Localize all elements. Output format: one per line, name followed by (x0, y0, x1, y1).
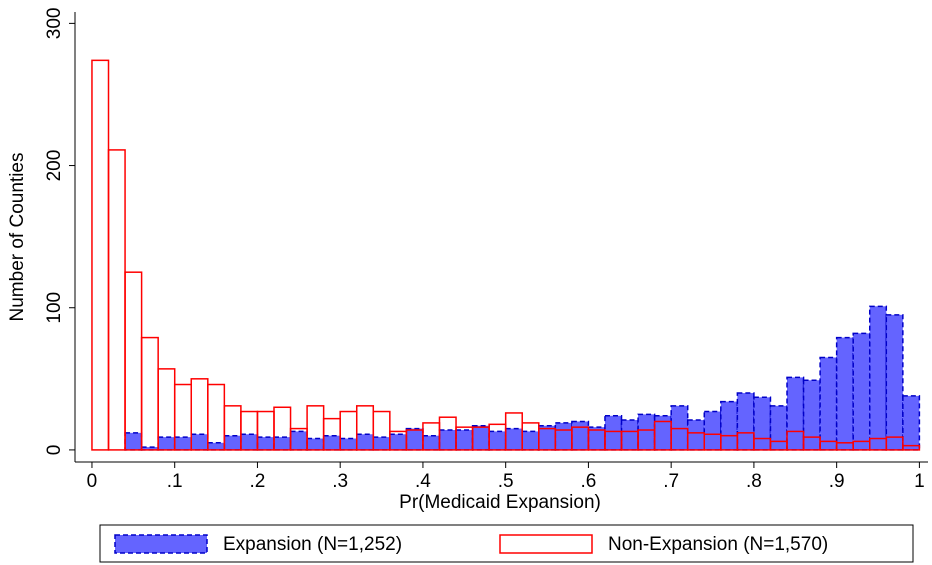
bar (107, 149, 126, 451)
bar (256, 436, 275, 451)
bar (438, 429, 457, 451)
bar (339, 437, 358, 451)
bar (736, 392, 755, 451)
x-tick-label: .3 (332, 471, 348, 492)
bar (289, 430, 308, 451)
x-tick-label: .4 (415, 471, 431, 492)
x-tick-label: .6 (580, 471, 596, 492)
bar (620, 419, 639, 451)
bar (819, 356, 838, 451)
bar (504, 427, 523, 451)
x-tick-label: .8 (746, 471, 762, 492)
x-axis-label: Pr(Medicaid Expansion) (399, 492, 601, 513)
x-tick-label: .5 (498, 471, 514, 492)
x-tick-label: .2 (250, 471, 266, 492)
bar (140, 336, 159, 451)
bar (720, 400, 739, 451)
legend-label: Expansion (N=1,252) (223, 534, 402, 555)
x-tick-label: .1 (167, 471, 183, 492)
y-tick-label: 100 (44, 292, 65, 324)
bar (554, 422, 573, 451)
bar (422, 434, 441, 451)
y-tick-label: 300 (44, 8, 65, 40)
x-tick-label: .7 (663, 471, 679, 492)
bar (852, 332, 871, 451)
bar (753, 396, 772, 451)
bar (455, 429, 474, 451)
bar (885, 314, 904, 451)
bar (769, 405, 788, 451)
bar (604, 415, 623, 451)
y-axis-label: Number of Counties (7, 153, 28, 322)
y-tick-label: 0 (44, 445, 65, 456)
x-tick-label: 1 (914, 471, 925, 492)
legend-swatch (499, 534, 593, 554)
bar (637, 413, 656, 451)
bar (157, 436, 176, 451)
bar (207, 442, 226, 451)
bar (835, 336, 854, 451)
bar (173, 436, 193, 451)
bar (355, 433, 375, 451)
bar (207, 383, 226, 451)
y-tick-label: 200 (44, 150, 65, 182)
bar (571, 420, 590, 451)
bar (389, 433, 408, 451)
bar (223, 434, 242, 451)
bar (902, 395, 921, 451)
bar (885, 436, 904, 451)
bar (91, 59, 110, 451)
bar (273, 436, 292, 451)
bar (703, 410, 722, 451)
bar (471, 424, 490, 451)
bar (124, 432, 143, 451)
bar (521, 430, 540, 451)
bar (538, 424, 557, 451)
bar (686, 419, 706, 451)
bar (902, 444, 921, 451)
x-tick-label: 0 (87, 471, 98, 492)
bar (124, 271, 143, 451)
bar (802, 379, 821, 451)
bar (868, 305, 888, 451)
bar (322, 434, 341, 451)
bar (240, 433, 259, 451)
bar (405, 427, 424, 451)
legend-box (99, 524, 914, 563)
legend-label: Non-Expansion (N=1,570) (608, 534, 828, 555)
bar (488, 430, 507, 451)
x-tick-label: .9 (829, 471, 845, 492)
bar (372, 436, 391, 451)
bar (786, 376, 805, 451)
bar (306, 437, 325, 451)
legend-swatch (114, 534, 208, 554)
bar (190, 433, 209, 451)
